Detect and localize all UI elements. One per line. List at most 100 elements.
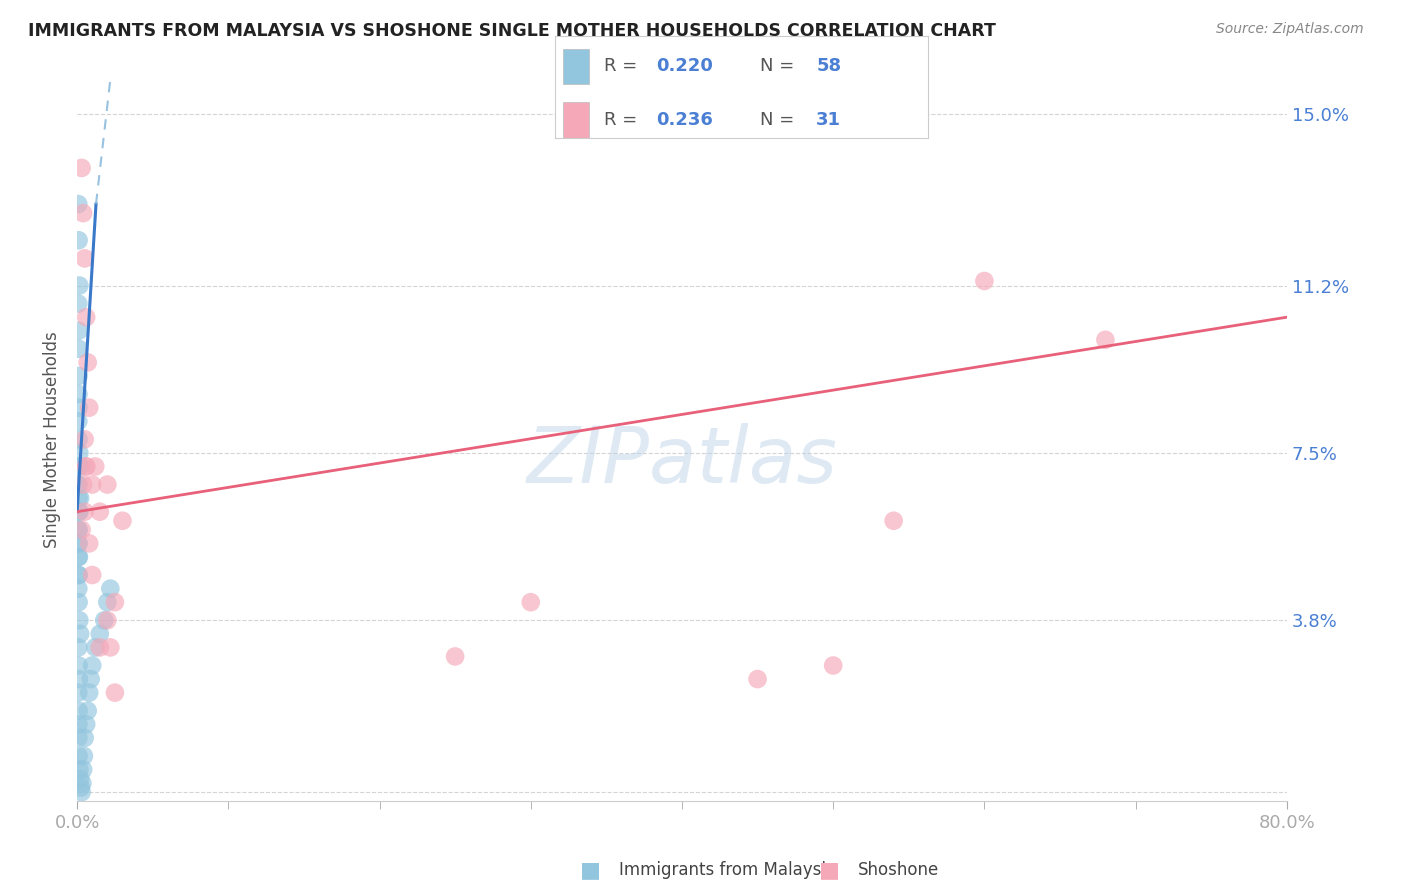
Point [67,477,90,491]
Point [96,613,118,627]
Point [70,785,93,799]
Text: 58: 58 [815,57,841,76]
Point [69,459,91,474]
Text: Shoshone: Shoshone [858,861,939,879]
Point [96,595,118,609]
Point [69,491,91,505]
Point [747,672,769,686]
Point [67,505,90,519]
Point [75,459,97,474]
Text: R =: R = [603,57,643,76]
Point [80,672,103,686]
Y-axis label: Single Mother Households: Single Mother Households [44,331,60,548]
Point [72,776,94,790]
Point [98,640,121,655]
Point [823,658,845,673]
Point [67,763,90,777]
Point [84,459,107,474]
Text: ■: ■ [820,860,839,880]
Point [73,433,96,447]
Point [67,491,90,505]
Point [67,433,90,447]
Text: 0.236: 0.236 [657,111,713,128]
Point [72,206,94,220]
Text: Immigrants from Malaysia: Immigrants from Malaysia [619,861,835,879]
Point [67,640,90,655]
Point [93,613,115,627]
Point [67,549,90,564]
Point [77,536,100,550]
Point [67,414,90,428]
Point [67,369,90,384]
Text: 31: 31 [815,111,841,128]
Point [67,658,90,673]
Point [67,717,90,731]
Point [73,505,96,519]
Point [67,296,90,310]
Point [82,477,104,491]
Point [77,686,100,700]
Point [67,595,90,609]
Point [67,672,90,686]
Point [96,477,118,491]
Point [67,523,90,537]
Point [67,459,90,474]
Point [73,749,96,764]
Point [82,658,104,673]
Point [67,749,90,764]
Point [67,582,90,596]
Text: N =: N = [761,57,800,76]
Point [77,401,100,415]
Point [973,274,995,288]
Point [73,252,96,266]
FancyBboxPatch shape [562,102,589,137]
Point [75,459,97,474]
Text: ZIPatlas: ZIPatlas [526,423,838,499]
Point [76,704,98,718]
Point [82,568,104,582]
Point [67,401,90,415]
Point [67,505,90,519]
Text: N =: N = [761,111,800,128]
Point [111,514,134,528]
Point [67,568,90,582]
Text: ■: ■ [581,860,600,880]
Point [67,523,90,537]
FancyBboxPatch shape [562,48,589,85]
Text: Source: ZipAtlas.com: Source: ZipAtlas.com [1216,22,1364,37]
Point [67,477,90,491]
Point [70,161,93,175]
Point [72,477,94,491]
Point [67,536,90,550]
Point [76,355,98,369]
Point [67,233,90,247]
Point [67,536,90,550]
Point [84,640,107,655]
Point [104,686,127,700]
Point [67,549,90,564]
Point [67,197,90,211]
Point [75,310,97,325]
Point [89,505,111,519]
Point [67,686,90,700]
Point [67,568,90,582]
Point [75,717,97,731]
Point [67,446,90,460]
Point [67,324,90,338]
Point [1094,333,1116,347]
Point [883,514,905,528]
Text: IMMIGRANTS FROM MALAYSIA VS SHOSHONE SINGLE MOTHER HOUSEHOLDS CORRELATION CHART: IMMIGRANTS FROM MALAYSIA VS SHOSHONE SIN… [28,22,995,40]
Point [104,595,127,609]
Point [73,731,96,745]
Point [67,387,90,401]
Point [519,595,541,609]
Point [67,704,90,718]
Point [72,763,94,777]
Point [67,731,90,745]
Point [67,278,90,293]
Point [89,627,111,641]
Point [70,523,93,537]
Text: 0.220: 0.220 [657,57,713,76]
Point [67,342,90,356]
Text: R =: R = [603,111,643,128]
